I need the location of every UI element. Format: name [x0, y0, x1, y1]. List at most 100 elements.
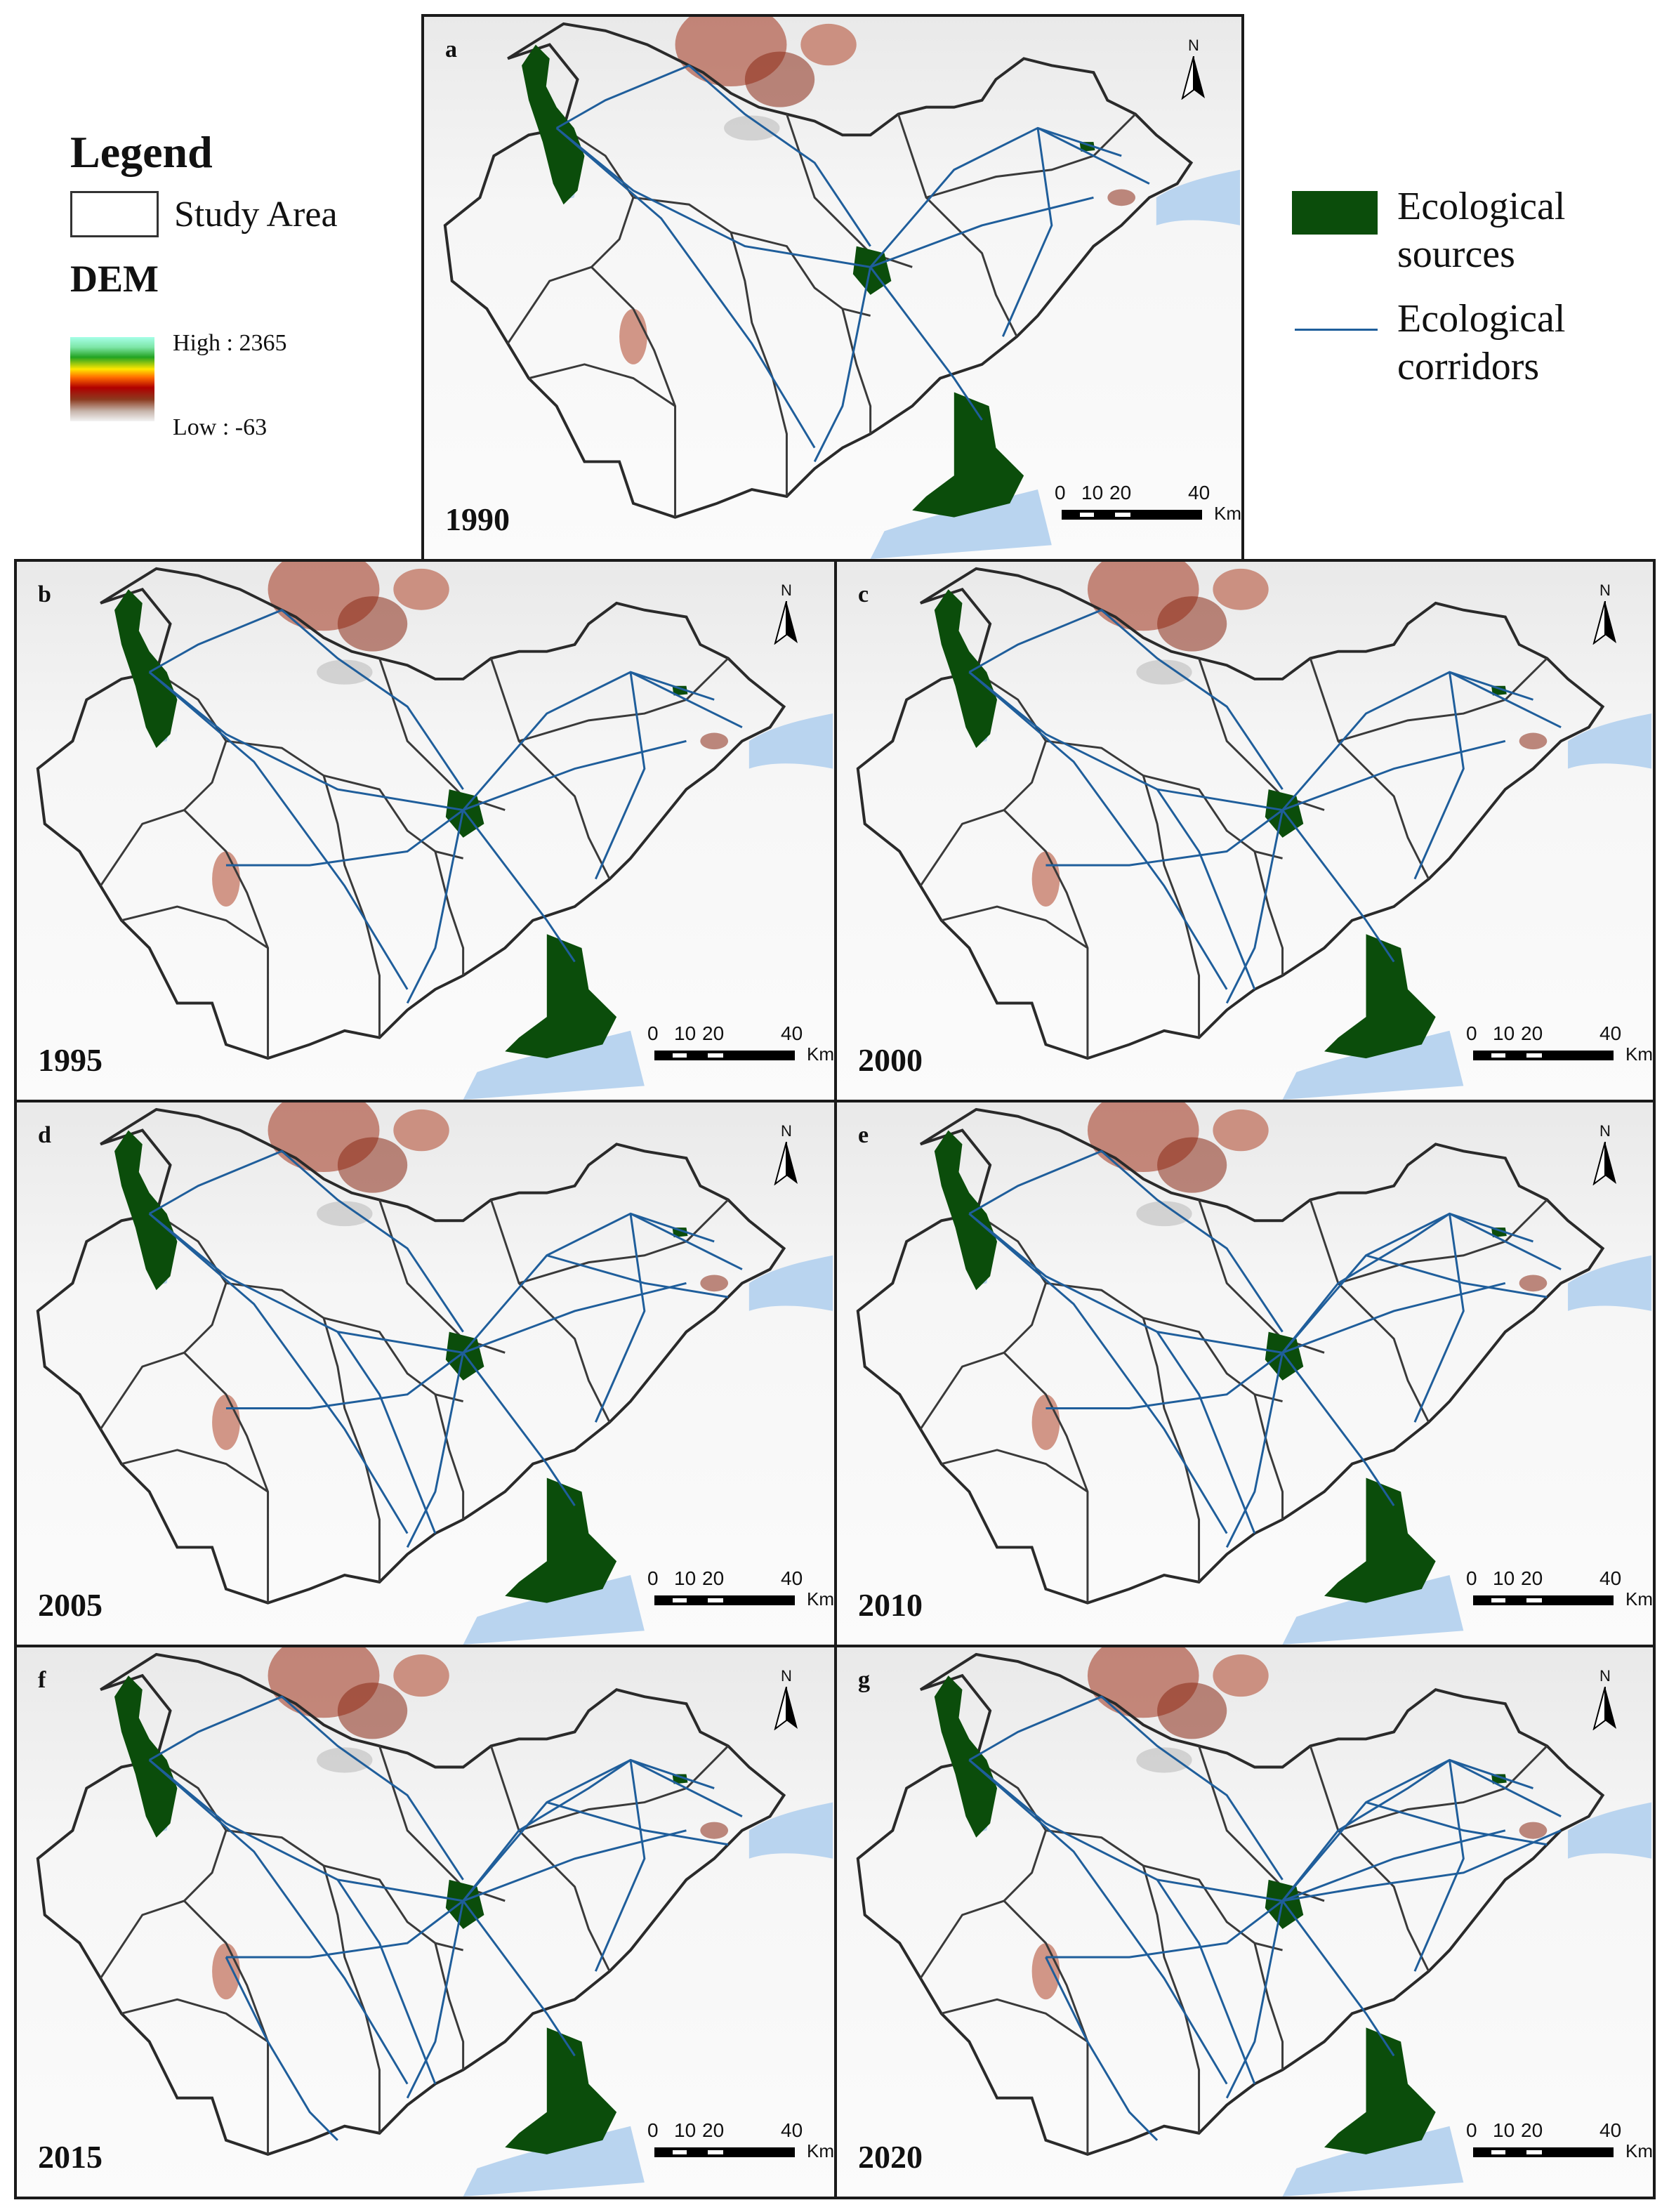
- study-area-boundary: [36, 1107, 786, 1605]
- ecological-corridor: [968, 671, 1506, 812]
- district-boundary: [1142, 775, 1201, 1038]
- district-boundary: [434, 1394, 465, 1520]
- ecological-source: [672, 685, 688, 696]
- map-panel-e: e 2010 N 0 10 20 40 Km: [834, 1100, 1656, 1647]
- district-boundary: [1198, 1745, 1325, 1902]
- dem-relief: [317, 659, 373, 685]
- dem-relief: [317, 1747, 373, 1773]
- scale-tick-label: 0: [1055, 482, 1066, 503]
- ecological-source: [1079, 142, 1095, 152]
- ecological-corridor: [462, 1212, 715, 1354]
- district-boundary: [786, 114, 913, 268]
- ecological-corridor: [406, 1900, 465, 2099]
- ecological-corridor: [630, 671, 743, 729]
- scale-bar-graphic: [1473, 2147, 1614, 2157]
- district-boundary: [489, 1199, 611, 1423]
- ecological-source: [522, 44, 585, 205]
- district-boundary: [99, 1213, 227, 1430]
- scale-tick-label: 10: [1493, 1567, 1515, 1589]
- district-boundary: [1045, 1282, 1283, 1403]
- dem-relief: [337, 1137, 408, 1193]
- ecological-corridor: [1045, 809, 1284, 867]
- ecological-corridor: [148, 671, 409, 990]
- scale-bar: 0 10 20 40 Km: [1466, 1567, 1653, 1617]
- ecological-source: [672, 1774, 688, 1784]
- scale-tick-label: 20: [702, 2119, 725, 2141]
- ecological-corridor: [968, 1150, 1284, 1333]
- dem-relief: [393, 1654, 449, 1697]
- district-boundary: [322, 775, 381, 1038]
- legend-sources-row: Ecological sources: [1292, 183, 1615, 295]
- ecological-corridor: [1413, 671, 1465, 880]
- district-boundary: [183, 809, 270, 1059]
- ecological-corridor: [225, 809, 464, 867]
- ecological-corridor: [406, 810, 465, 1004]
- ecological-corridor: [1281, 1352, 1395, 1506]
- map-panel-c: c 2000 N 0 10 20 40 Km: [834, 559, 1656, 1102]
- ecological-corridor: [1449, 671, 1562, 729]
- scale-bar: 0 10 20 40 Km: [647, 2119, 834, 2168]
- scale-tick-label: 20: [1109, 482, 1132, 503]
- map-panel-g: g 2020 N 0 10 20 40 Km: [834, 1645, 1656, 2199]
- water-body: [1568, 1802, 1652, 1859]
- scale-bar-graphic: [654, 1595, 795, 1605]
- ecological-sources-label: Ecological sources: [1397, 183, 1565, 278]
- district-boundary: [489, 658, 611, 880]
- map-panel-b: b 1995 N 0 10 20 40 Km: [14, 559, 837, 1102]
- ecological-corridor: [968, 609, 1284, 790]
- north-arrow: N: [771, 1667, 802, 1734]
- ecological-corridor: [1449, 1759, 1562, 1817]
- water-body: [748, 713, 833, 769]
- ecological-corridor: [1225, 1352, 1284, 1548]
- ecological-corridor: [462, 809, 576, 963]
- district-boundary: [99, 1759, 227, 1980]
- ecological-corridor: [1413, 1213, 1465, 1423]
- district-boundary: [1253, 1394, 1284, 1520]
- north-arrow-icon: [1592, 1687, 1616, 1730]
- district-boundary: [941, 1998, 1088, 2043]
- panel-year: 2000: [858, 1042, 923, 1078]
- sources-label-line2: sources: [1397, 232, 1515, 276]
- panel-label: c: [858, 581, 869, 607]
- water-body: [870, 489, 1052, 559]
- panel-label: a: [445, 37, 457, 62]
- water-body: [1156, 169, 1241, 225]
- scale-tick-label: 20: [702, 1567, 725, 1589]
- water-body: [1568, 1255, 1652, 1311]
- study-area-label: Study Area: [174, 194, 338, 235]
- ecological-source: [934, 1130, 998, 1291]
- ecological-corridor: [406, 1352, 465, 1548]
- dem-high-label: High : 2365: [173, 330, 287, 356]
- north-arrow-icon: [1181, 56, 1205, 100]
- dem-relief: [744, 51, 815, 107]
- ecological-source: [114, 1130, 178, 1291]
- dem-relief: [1031, 1394, 1060, 1450]
- ecological-source: [505, 934, 617, 1059]
- ecological-source: [672, 1227, 688, 1238]
- dem-relief: [619, 308, 647, 364]
- ecological-corridor: [148, 609, 464, 790]
- ecological-corridor: [630, 1759, 743, 1817]
- dem-relief: [1136, 659, 1192, 685]
- dem-relief: [1136, 1747, 1192, 1773]
- north-arrow-icon: [1592, 1142, 1616, 1185]
- dem-relief: [1213, 1109, 1269, 1152]
- panel-label: b: [38, 581, 51, 607]
- north-arrow-icon: [1592, 601, 1616, 645]
- ecological-source: [912, 392, 1024, 518]
- ecological-corridor: [1281, 1212, 1533, 1354]
- district-boundary: [225, 1829, 463, 1951]
- scale-tick-label: 40: [781, 1567, 803, 1589]
- district-boundary: [378, 658, 506, 811]
- district-boundary: [434, 1942, 465, 2070]
- map-canvas: [36, 1647, 833, 2197]
- district-boundary: [1338, 1199, 1548, 1284]
- ecological-corridor: [1156, 789, 1256, 990]
- district-boundary: [1198, 658, 1325, 811]
- scale-unit: Km: [1214, 503, 1241, 524]
- dem-color-ramp: [70, 337, 154, 421]
- map-canvas: [36, 562, 833, 1100]
- corridors-label-line2: corridors: [1397, 345, 1540, 388]
- water-body: [748, 1802, 833, 1859]
- scale-tick-label: 0: [1466, 2119, 1477, 2141]
